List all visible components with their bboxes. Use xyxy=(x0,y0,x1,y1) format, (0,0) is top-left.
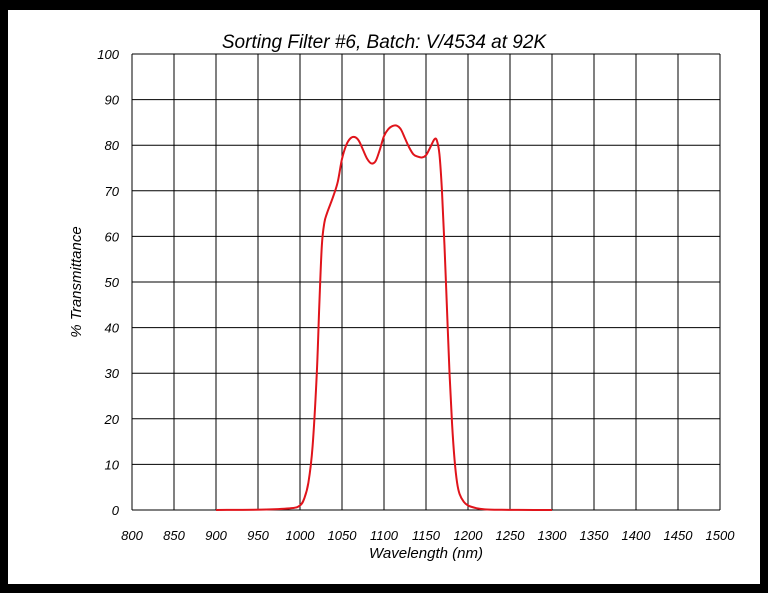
y-tick-label: 40 xyxy=(105,321,120,336)
x-tick-label: 1400 xyxy=(622,528,652,543)
y-tick-label: 90 xyxy=(105,93,120,108)
x-tick-label: 1100 xyxy=(370,528,399,543)
y-tick-label: 100 xyxy=(97,47,119,62)
x-tick-label: 1300 xyxy=(538,528,568,543)
transmittance-curve xyxy=(215,124,553,511)
chart-page: Sorting Filter #6, Batch: V/4534 at 92K … xyxy=(8,10,760,584)
x-tick-label: 1050 xyxy=(328,528,358,543)
x-tick-label: 1450 xyxy=(664,528,694,543)
y-tick-label: 50 xyxy=(105,275,120,290)
y-axis-label: % Transmittance xyxy=(68,226,85,337)
x-tick-label: 1250 xyxy=(496,528,526,543)
x-tick-label: 1200 xyxy=(454,528,484,543)
x-tick-label: 950 xyxy=(247,528,269,543)
y-tick-label: 0 xyxy=(112,503,120,518)
y-tick-label: 10 xyxy=(105,457,120,472)
x-tick-label: 850 xyxy=(163,528,185,543)
y-tick-label: 80 xyxy=(105,138,120,153)
x-tick-label: 900 xyxy=(205,528,227,543)
y-tick-label: 60 xyxy=(105,229,120,244)
x-tick-label: 1000 xyxy=(286,528,316,543)
chart-title: Sorting Filter #6, Batch: V/4534 at 92K xyxy=(222,32,548,53)
y-tick-label: 30 xyxy=(105,366,120,381)
transmittance-chart: Sorting Filter #6, Batch: V/4534 at 92K … xyxy=(68,32,736,562)
y-tick-label: 70 xyxy=(105,184,120,199)
y-tick-label: 20 xyxy=(104,412,120,427)
x-tick-label: 1150 xyxy=(412,528,441,543)
x-tick-label: 1350 xyxy=(580,528,610,543)
x-tick-label: 1500 xyxy=(706,528,736,543)
x-tick-label: 800 xyxy=(121,528,143,543)
x-axis-label: Wavelength (nm) xyxy=(369,545,483,562)
